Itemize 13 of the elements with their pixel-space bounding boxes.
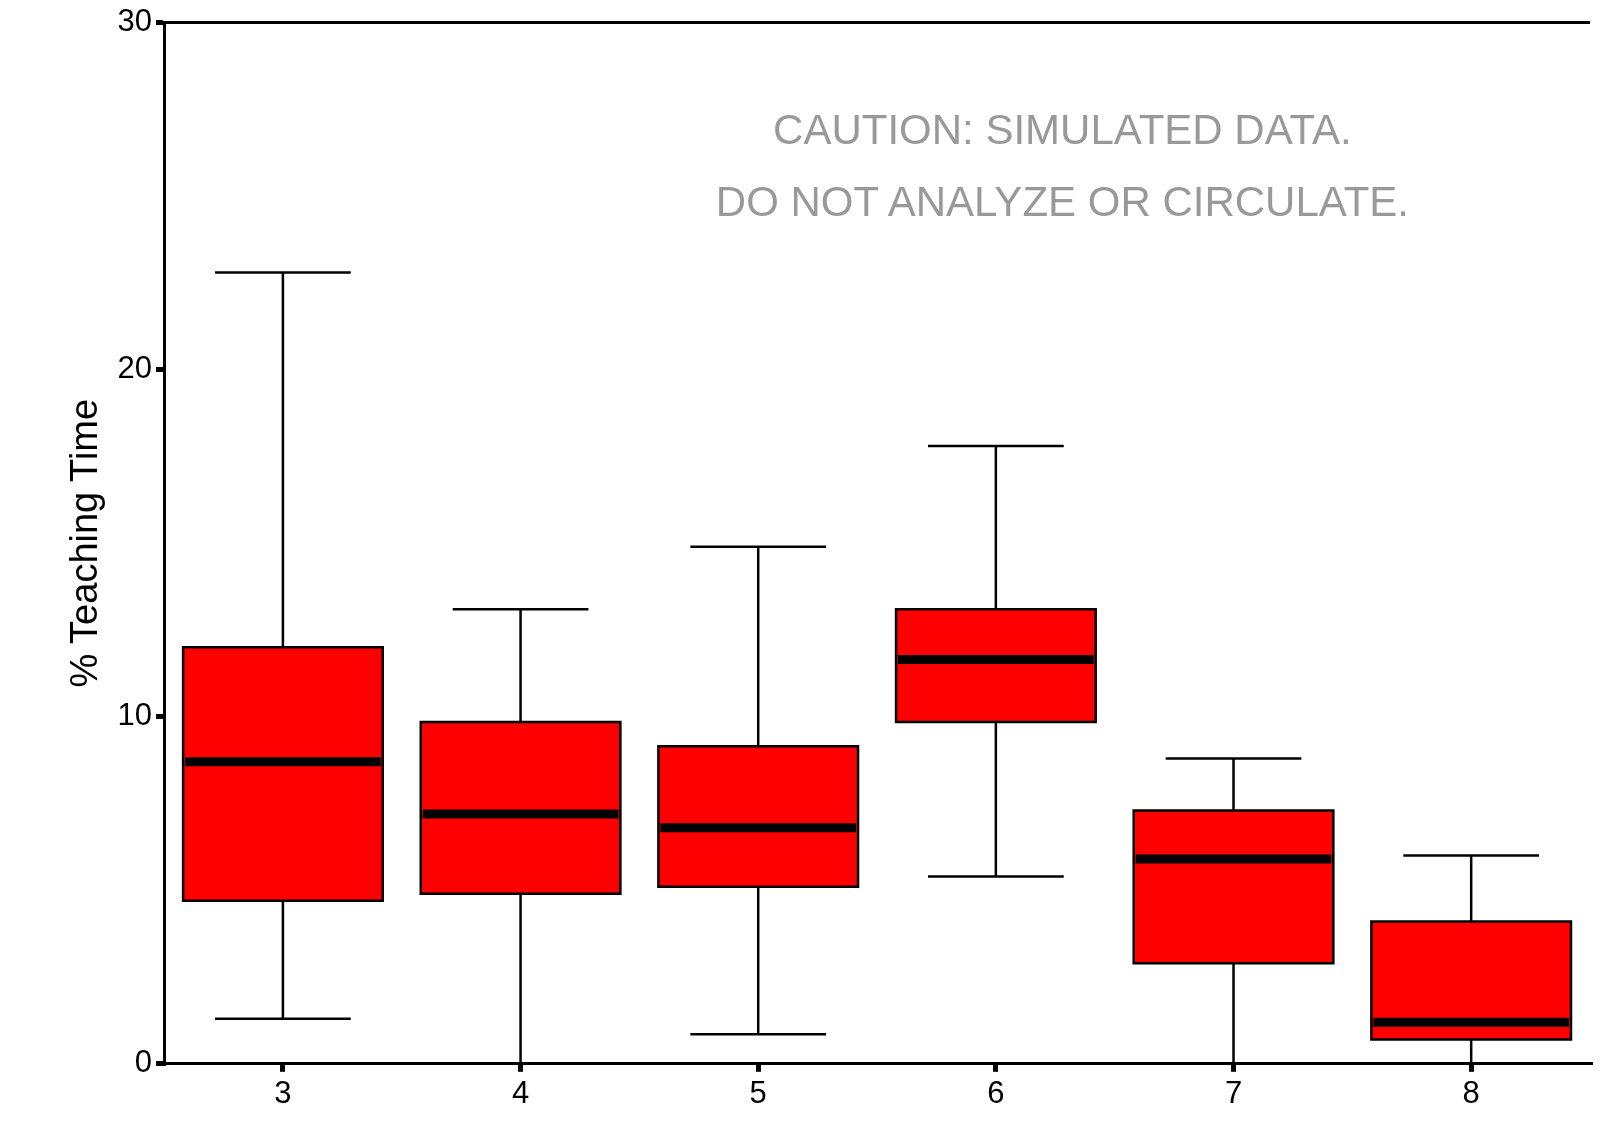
x-tick-label: 4 [511, 1074, 530, 1110]
x-tick-label: 6 [987, 1074, 1005, 1110]
y-tick-label: 10 [117, 697, 153, 733]
x-tick-label: 7 [1224, 1074, 1243, 1110]
x-tick-label: 8 [1462, 1074, 1480, 1110]
y-tick-label: 0 [134, 1044, 153, 1080]
x-tick-label: 3 [274, 1074, 292, 1110]
annotation: DO NOT ANALYZE OR CIRCULATE. [715, 178, 1409, 226]
x-tick-label: 5 [749, 1074, 767, 1110]
y-tick-label: 20 [117, 350, 153, 386]
annotation: CAUTION: SIMULATED DATA. [773, 106, 1352, 154]
y-axis-title: % Teaching Time [63, 398, 106, 688]
y-tick-label: 30 [117, 3, 153, 39]
